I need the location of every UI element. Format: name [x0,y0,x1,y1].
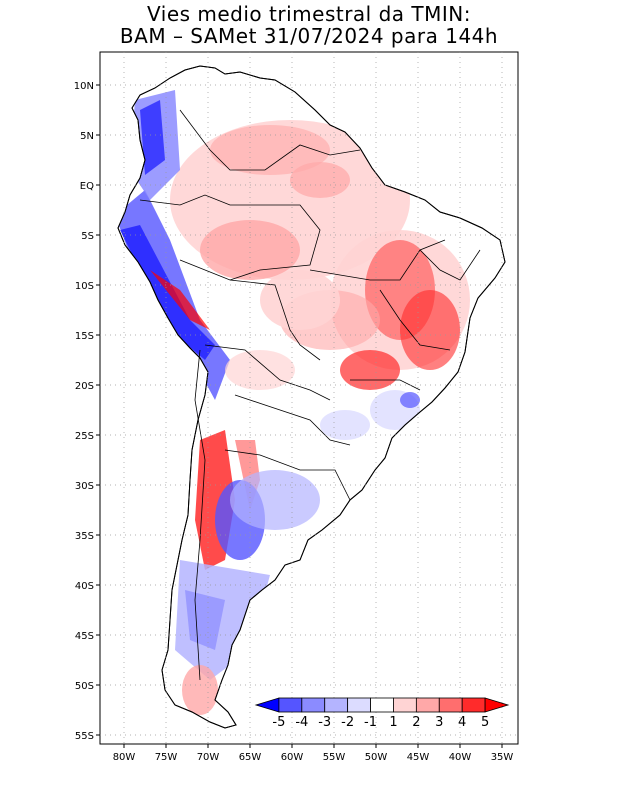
lon-tick-label: 50W [365,752,388,763]
lon-tick-label: 35W [491,752,514,763]
colorbar-label: -5 [272,715,285,730]
longitude-axis: 80W 75W 70W 65W 60W 55W 50W 45W 40W 35W [113,744,514,763]
lat-tick-label: 10S [75,281,94,292]
colorbar-swatch [461,697,486,713]
lat-tick-label: 20S [75,381,94,392]
lat-tick-label: 15S [75,331,94,342]
colorbar-label: -3 [318,715,331,730]
lat-tick-label: 10N [74,81,94,92]
lat-tick-label: 55S [75,731,94,742]
lat-tick-label: 50S [75,681,94,692]
colorbar-swatch [347,697,371,713]
lon-tick-label: 45W [407,752,430,763]
lon-tick-label: 65W [239,752,262,763]
country-borders [139,109,481,681]
colorbar-label: 3 [435,715,443,730]
lat-tick-label: 30S [75,481,94,492]
lon-tick-label: 70W [197,752,220,763]
colorbar-swatch [415,697,440,713]
colorbar-label: 2 [412,715,420,730]
continent-outline [117,65,506,729]
lon-tick-label: 40W [449,752,472,763]
map-title-line2: BAM – SAMet 31/07/2024 para 144h [119,24,499,48]
colorbar-arrow-high [484,697,510,713]
colorbar-swatch [393,697,417,713]
colorbar-label: 5 [481,715,489,730]
colorbar-label: 1 [389,715,397,730]
lat-tick-label: 35S [75,531,94,542]
lat-tick-label: EQ [80,181,94,192]
lat-tick-label: 5N [80,131,94,142]
lat-tick-label: 5S [81,231,94,242]
colorbar: -5 -4 -3 -2 -1 1 2 3 4 5 [254,697,510,730]
colorbar-swatch [278,697,303,713]
colorbar-label: -1 [364,715,377,730]
map-title-line1: Vies medio trimestral da TMIN: [147,2,471,26]
colorbar-swatch [370,697,394,713]
lat-tick-label: 40S [75,581,94,592]
colorbar-label: -4 [295,715,308,730]
colorbar-label: -2 [341,715,354,730]
lon-tick-label: 55W [323,752,346,763]
lon-tick-label: 60W [281,752,304,763]
lat-tick-label: 45S [75,631,94,642]
lat-tick-label: 25S [75,431,94,442]
lon-tick-label: 75W [155,752,178,763]
colorbar-swatch [324,697,349,713]
graticule [100,52,518,744]
colorbar-label: 4 [458,715,466,730]
latitude-axis: 10N 5N EQ 5S 10S 15S 20S 25S 30S 35S 40S 45S 50S 55S [74,81,100,742]
colorbar-swatch [301,697,326,713]
lon-tick-label: 80W [113,752,136,763]
colorbar-swatch [438,697,463,713]
